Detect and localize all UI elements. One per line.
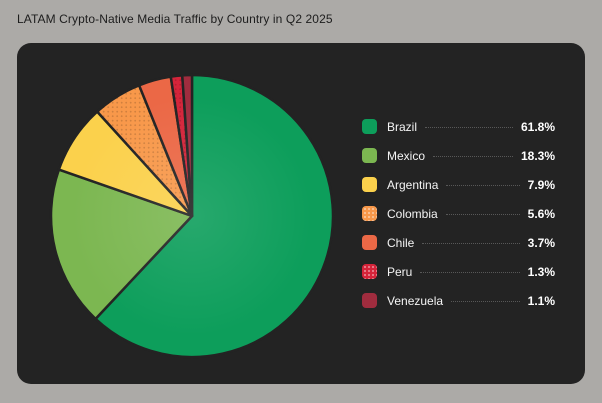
- legend-swatch-venezuela: [362, 293, 377, 308]
- legend-leader-line: [422, 243, 520, 244]
- legend-swatch-argentina: [362, 177, 377, 192]
- legend-label-chile: Chile: [387, 235, 415, 250]
- legend-percentage-brazil: 61.8%: [520, 119, 555, 134]
- legend-percentage-colombia: 5.6%: [527, 206, 555, 221]
- legend-leader-line: [433, 156, 513, 157]
- legend-leader-line: [445, 214, 520, 215]
- legend-percentage-venezuela: 1.1%: [527, 293, 555, 308]
- legend-swatch-chile: [362, 235, 377, 250]
- legend-label-peru: Peru: [387, 264, 413, 279]
- legend-item-peru[interactable]: Peru 1.3%: [362, 257, 555, 286]
- legend-leader-line: [420, 272, 520, 273]
- legend-swatch-mexico: [362, 148, 377, 163]
- legend-leader-line: [425, 127, 513, 128]
- legend-label-brazil: Brazil: [387, 119, 418, 134]
- legend-percentage-mexico: 18.3%: [520, 148, 555, 163]
- legend-label-argentina: Argentina: [387, 177, 439, 192]
- legend-leader-line: [451, 301, 520, 302]
- legend-swatch-peru: [362, 264, 377, 279]
- legend-item-brazil[interactable]: Brazil 61.8%: [362, 112, 555, 141]
- legend-percentage-chile: 3.7%: [527, 235, 555, 250]
- legend-swatch-brazil: [362, 119, 377, 134]
- legend-percentage-argentina: 7.9%: [527, 177, 555, 192]
- legend-label-mexico: Mexico: [387, 148, 426, 163]
- legend-leader-line: [446, 185, 520, 186]
- legend-item-mexico[interactable]: Mexico 18.3%: [362, 141, 555, 170]
- legend-item-colombia[interactable]: Colombia 5.6%: [362, 199, 555, 228]
- legend-item-chile[interactable]: Chile 3.7%: [362, 228, 555, 257]
- chart-title: LATAM Crypto-Native Media Traffic by Cou…: [17, 12, 333, 26]
- legend-item-venezuela[interactable]: Venezuela 1.1%: [362, 286, 555, 315]
- legend-item-argentina[interactable]: Argentina 7.9%: [362, 170, 555, 199]
- legend-percentage-peru: 1.3%: [527, 264, 555, 279]
- legend-label-venezuela: Venezuela: [387, 293, 444, 308]
- legend-label-colombia: Colombia: [387, 206, 438, 221]
- legend-swatch-colombia: [362, 206, 377, 221]
- chart-panel: Brazil 61.8% Mexico 18.3% Argentina 7.9% Colom…: [17, 43, 585, 384]
- chart-legend: Brazil 61.8% Mexico 18.3% Argentina 7.9% Colom…: [362, 112, 555, 315]
